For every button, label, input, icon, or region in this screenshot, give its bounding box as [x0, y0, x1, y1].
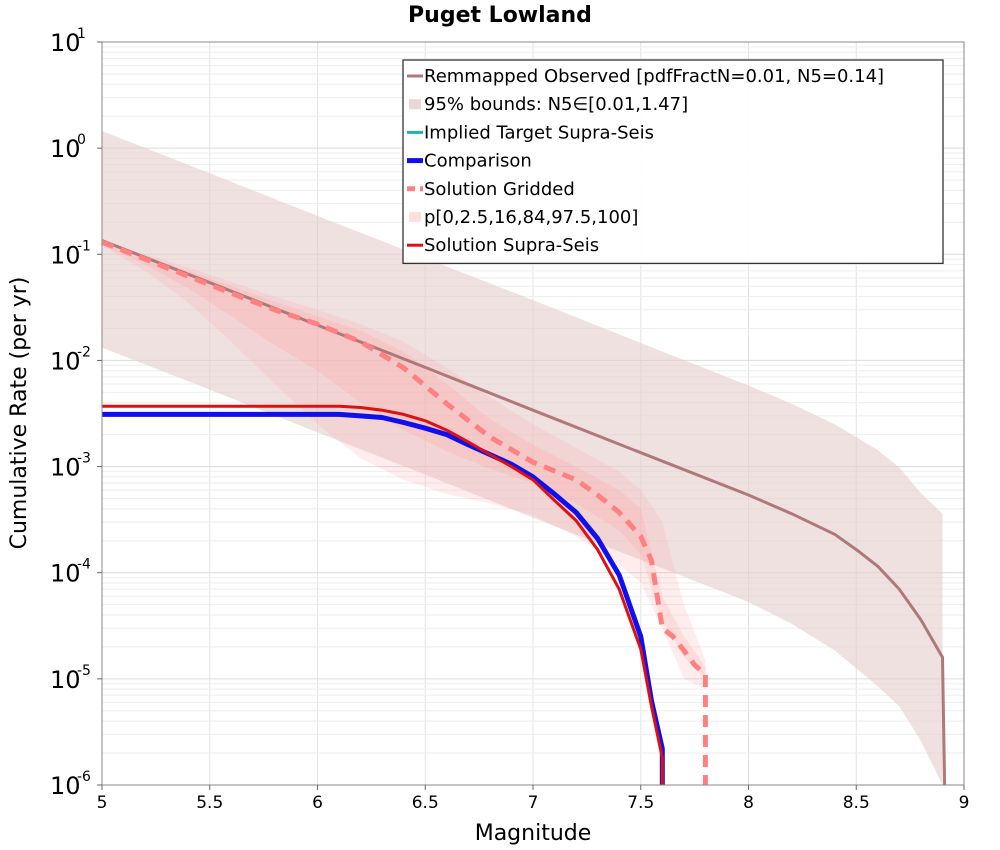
legend-label-3: Comparison	[424, 151, 532, 172]
x-tick-label: 8	[743, 793, 754, 813]
x-ticks: 5 5.5 6 6.5 7 7.5 8 8.5 9	[97, 785, 970, 813]
legend-label-1: 95% bounds: N5∈[0.01,1.47]	[424, 94, 688, 115]
band-percentile-outer	[102, 242, 706, 690]
x-axis-label: Magnitude	[475, 821, 592, 846]
band-95-bounds	[102, 131, 943, 785]
y-tick-exponent: -1	[77, 238, 91, 254]
y-tick-exponent: -5	[77, 663, 91, 679]
series-line-4	[101, 239, 708, 785]
x-tick-label: 7.5	[627, 793, 654, 813]
x-tick-label: 9	[959, 793, 970, 813]
lines-layer	[101, 239, 947, 786]
y-axis-label: Cumulative Rate (per yr)	[7, 277, 32, 550]
y-tick-label: 10	[50, 29, 81, 57]
legend-swatch-1	[409, 99, 421, 110]
x-tick-label: 7	[528, 793, 539, 813]
y-tick-exponent: -3	[77, 451, 91, 467]
x-tick-label: 8.5	[843, 793, 870, 813]
y-tick-label: 10	[50, 135, 81, 163]
y-tick-label: 10	[50, 772, 81, 800]
legend-label-0: Remmapped Observed [pdfFractN=0.01, N5=0…	[424, 66, 884, 87]
bands-layer	[102, 131, 943, 785]
y-tick-label: 10	[50, 454, 81, 482]
y-tick-exponent: -4	[77, 557, 91, 573]
chart-title: Puget Lowland	[408, 3, 592, 28]
y-tick-label: 10	[50, 241, 81, 269]
y-tick-label: 10	[50, 666, 81, 694]
legend-box	[402, 59, 944, 265]
y-tick-exponent: 1	[77, 26, 86, 42]
y-tick-exponent: -2	[77, 344, 91, 360]
y-tick-label: 10	[50, 347, 81, 375]
legend: Remmapped Observed [pdfFractN=0.01, N5=0…	[402, 59, 944, 265]
legend-label-4: Solution Gridded	[424, 179, 575, 200]
legend-label-6: Solution Supra-Seis	[424, 235, 599, 256]
x-tick-label: 6	[312, 793, 323, 813]
y-tick-exponent: 0	[77, 132, 86, 148]
x-tick-label: 5	[97, 793, 108, 813]
y-tick-label: 10	[50, 560, 81, 588]
legend-label-5: p[0,2.5,16,84,97.5,100]	[424, 207, 638, 228]
x-tick-label: 5.5	[196, 793, 223, 813]
legend-label-2: Implied Target Supra-Seis	[424, 122, 654, 143]
series-line-6	[102, 404, 664, 785]
y-tick-exponent: -6	[77, 769, 91, 785]
x-tick-label: 6.5	[412, 793, 439, 813]
legend-swatch-5	[409, 212, 421, 222]
